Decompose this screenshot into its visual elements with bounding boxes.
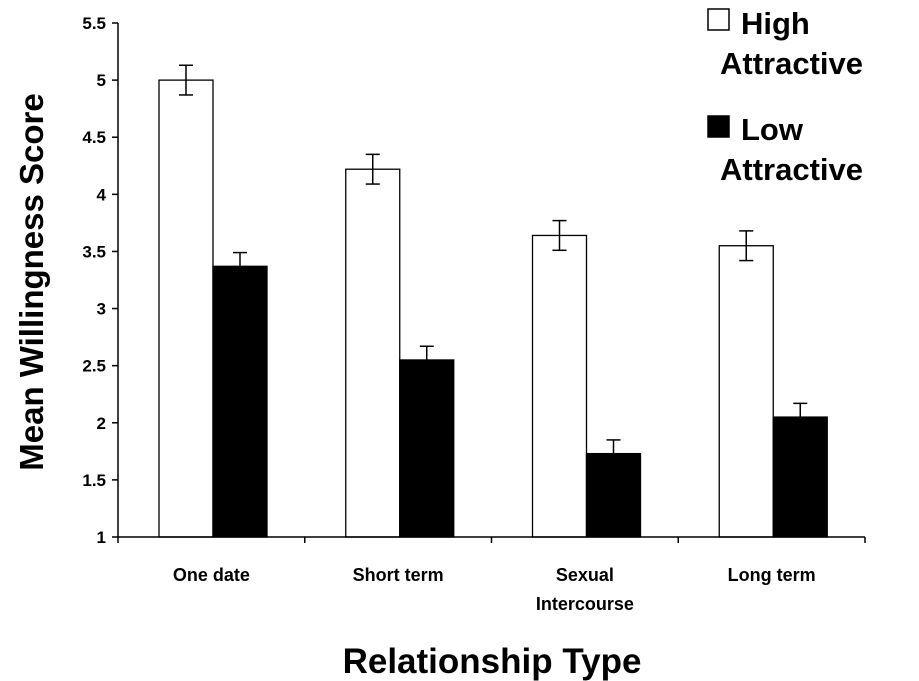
x-axis-title: Relationship Type: [343, 642, 642, 681]
legend-swatch: [707, 115, 730, 138]
x-category-label: One date: [173, 565, 250, 585]
y-tick-labels: 1 1.5 2 2.5 3 3.5 4 4.5 5 5.5: [82, 14, 106, 547]
y-tick-label: 4.5: [82, 128, 106, 147]
low-attractive-bar: [399, 359, 455, 538]
y-tick-label: 3.5: [82, 242, 106, 261]
y-tick-label: 4: [97, 185, 107, 204]
error-bar: [606, 439, 621, 454]
legend-label: High Attractive: [720, 6, 863, 81]
x-category-label: Short term: [353, 565, 444, 585]
y-tick-label: 5: [97, 71, 106, 90]
error-bar: [419, 345, 434, 360]
error-bar: [552, 219, 567, 252]
legend: High Attractive Low Attractive: [707, 6, 863, 187]
bars-layer: [158, 79, 828, 538]
y-tick-label: 2: [97, 414, 106, 433]
axes-layer: [112, 22, 866, 543]
y-tick-label: 1: [97, 528, 106, 547]
error-bar: [179, 64, 193, 96]
x-category-labels: One date Short term Sexual Intercourse Long …: [173, 565, 816, 614]
y-axis-title: Mean Willingness Score: [13, 93, 50, 470]
y-tick-label: 5.5: [82, 14, 106, 33]
legend-item-high-attractive: High Attractive: [707, 6, 863, 81]
error-bars-layer: [179, 64, 808, 454]
low-attractive-bar: [772, 416, 828, 538]
legend-swatch: [707, 8, 730, 31]
x-category-label: Long term: [728, 565, 816, 585]
y-tick-label: 2.5: [82, 357, 106, 376]
low-attractive-bar: [212, 265, 268, 538]
legend-item-low-attractive: Low Attractive: [707, 112, 863, 187]
high-attractive-bar: [158, 79, 214, 538]
error-bar: [739, 230, 754, 262]
y-tick-label: 3: [97, 300, 106, 319]
y-tick-label: 1.5: [82, 471, 106, 490]
legend-label: Low Attractive: [720, 112, 863, 187]
high-attractive-bar: [345, 168, 401, 538]
x-category-label: Sexual Intercourse: [536, 565, 634, 614]
error-bar: [365, 153, 380, 185]
high-attractive-bar: [531, 234, 588, 538]
error-bar: [233, 251, 247, 267]
error-bar: [793, 402, 808, 418]
high-attractive-bar: [718, 245, 774, 538]
low-attractive-bar: [585, 452, 642, 538]
